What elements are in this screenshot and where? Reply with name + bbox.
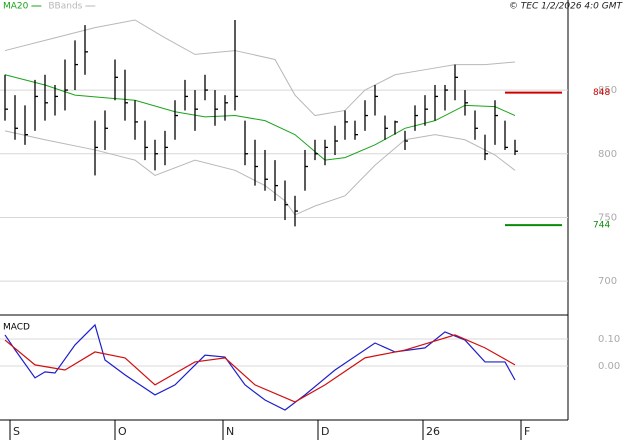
y-tick-label: 700	[598, 276, 617, 287]
y-tick-label: 750	[598, 212, 617, 223]
ma-line	[4, 74, 516, 161]
y-tick-label: 0.00	[598, 361, 620, 372]
level-label: 744	[593, 221, 610, 231]
bband-line	[4, 19, 516, 117]
legend-label: MA20	[3, 2, 29, 12]
x-tick-label: D	[321, 425, 329, 438]
credit: © TEC 1/2/2026 4:0 GMT	[509, 2, 624, 12]
y-tick-label: 850	[598, 85, 617, 96]
x-tick-label: N	[226, 425, 234, 438]
x-tick-label: F	[524, 425, 530, 438]
level-label: 848	[593, 88, 610, 98]
y-tick-label: 800	[598, 149, 617, 160]
x-tick-label: 26	[426, 425, 440, 438]
legend-label: BBands	[48, 2, 82, 12]
macd-line	[4, 323, 516, 411]
panel-title: MACD	[3, 323, 30, 333]
x-tick-label: O	[118, 425, 127, 438]
x-tick-label: S	[13, 425, 20, 438]
macd-line	[4, 334, 516, 403]
y-tick-label: 0.10	[598, 334, 620, 345]
bband-line	[4, 130, 516, 216]
